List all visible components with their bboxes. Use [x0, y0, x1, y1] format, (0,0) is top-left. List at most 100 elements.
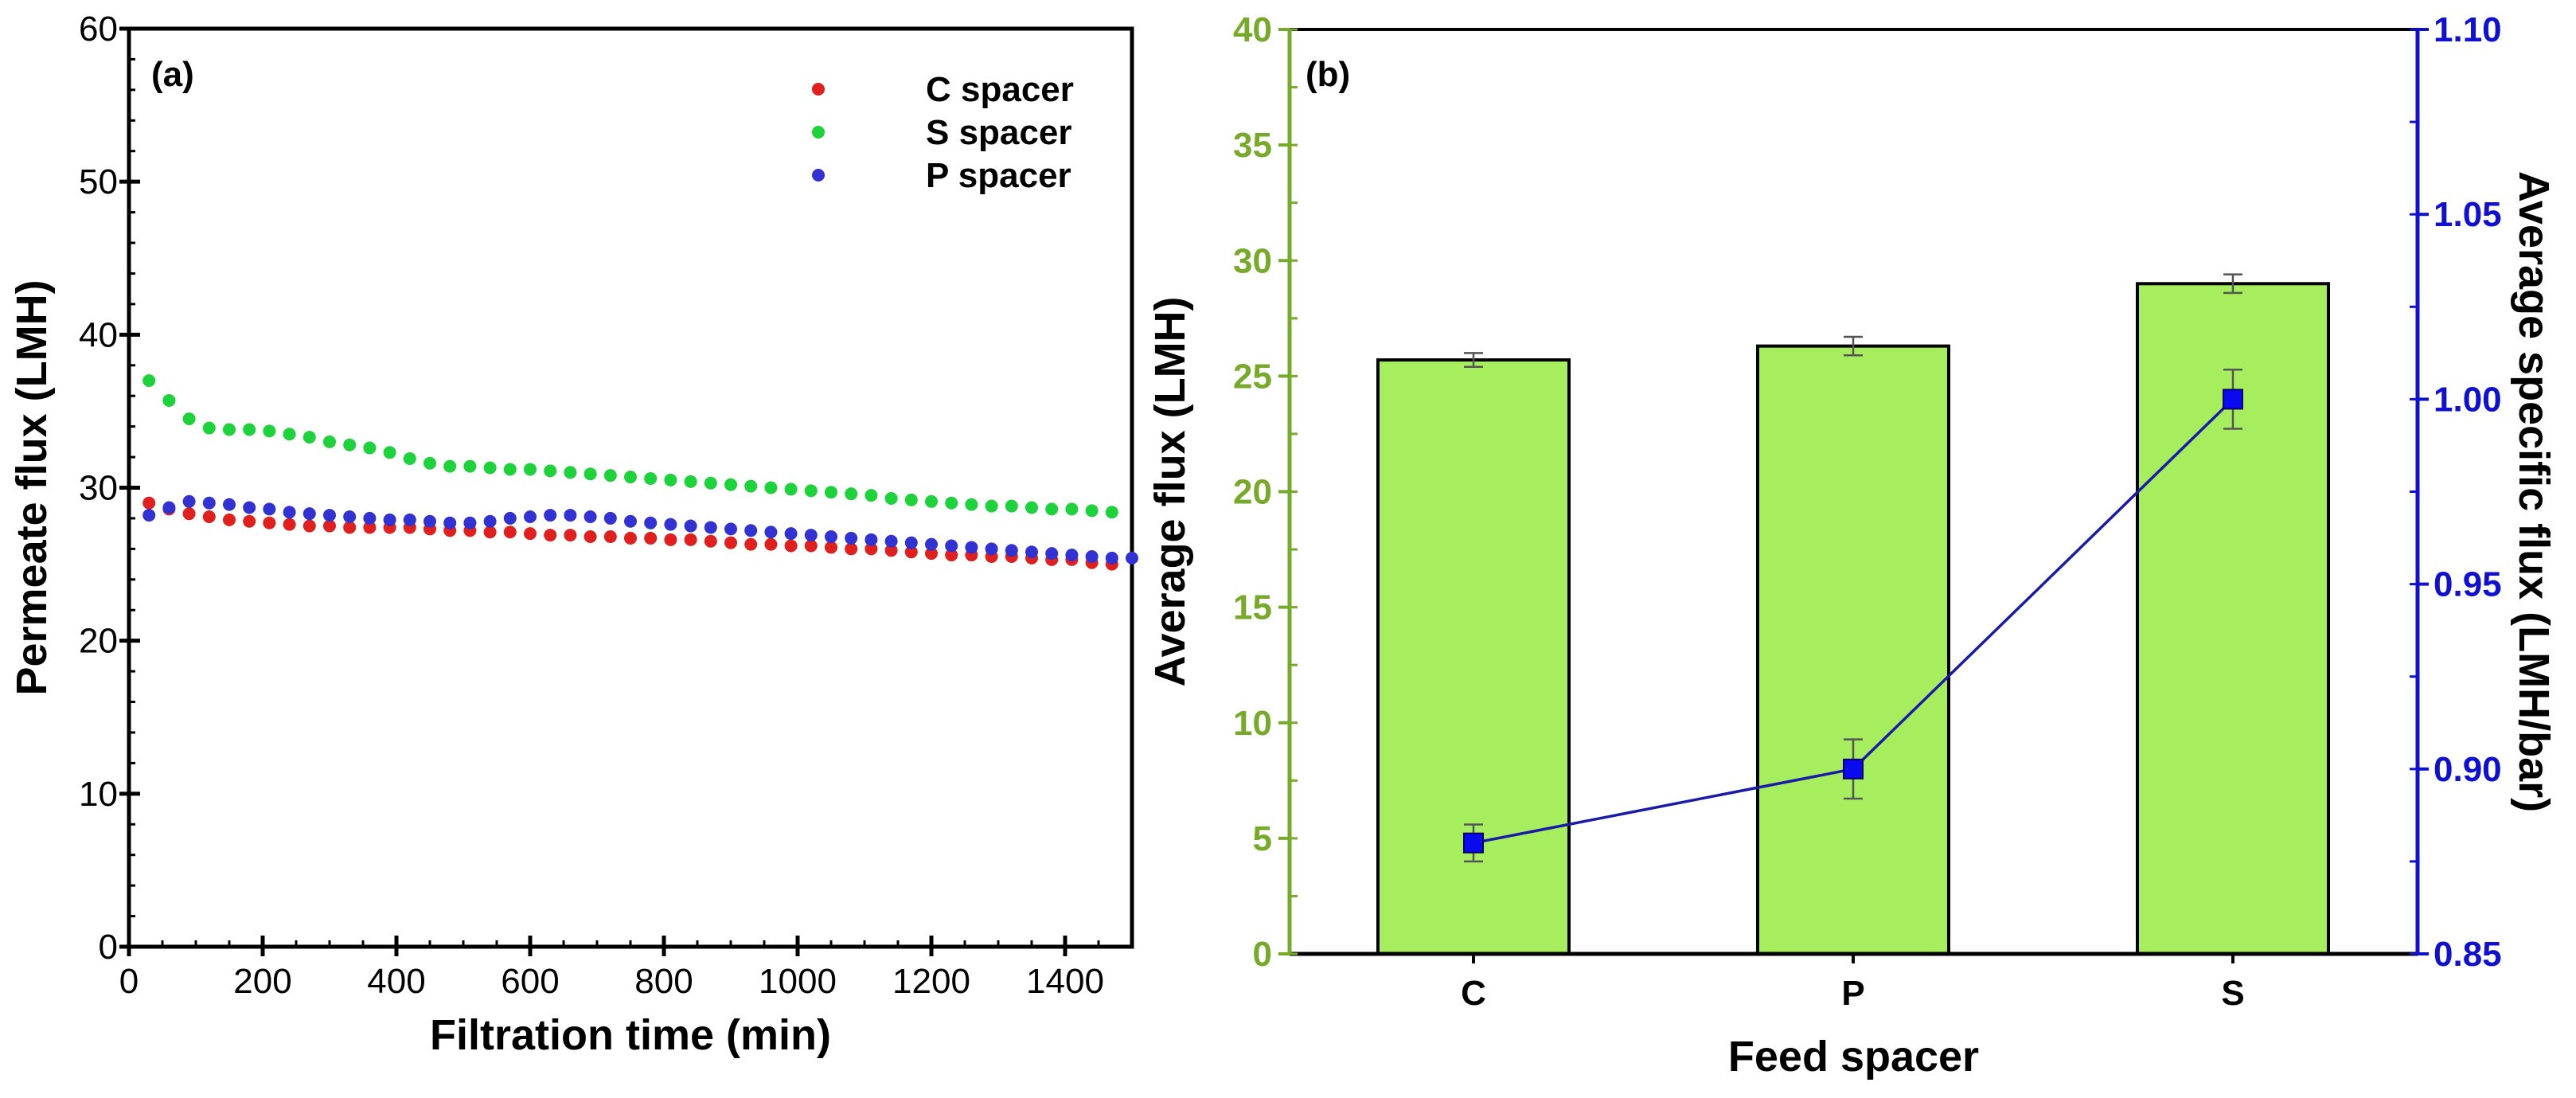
data-point: [243, 423, 256, 436]
x-axis-title: Feed spacer: [1728, 1033, 1979, 1080]
right-y-tick-label: 1.00: [2434, 380, 2502, 419]
right-y-axis-title: Average specific flux (LMH/bar): [2510, 171, 2558, 812]
data-point: [383, 513, 396, 526]
data-point: [724, 536, 737, 549]
data-point: [825, 529, 837, 543]
data-point: [945, 539, 958, 553]
data-point: [904, 536, 918, 549]
data-point: [182, 494, 196, 508]
data-point: [162, 393, 176, 407]
data-point: [985, 542, 998, 556]
data-point: [784, 483, 798, 496]
data-point: [884, 491, 898, 505]
data-point: [564, 529, 577, 542]
data-point: [503, 526, 517, 539]
right-y-tick-label: 1.05: [2434, 195, 2502, 234]
data-point: [784, 539, 798, 553]
data-point: [564, 466, 577, 479]
data-point: [704, 521, 717, 534]
data-point: [825, 541, 837, 554]
data-point: [865, 533, 878, 546]
y-tick-label: 60: [79, 10, 118, 49]
data-point: [1045, 502, 1059, 516]
data-point: [664, 533, 677, 546]
data-point: [1005, 544, 1018, 557]
legend-label: S spacer: [926, 113, 1071, 152]
data-point: [243, 514, 256, 528]
right-y-tick-label: 0.85: [2434, 935, 2502, 974]
data-point: [463, 459, 477, 473]
left-y-tick-label: 35: [1233, 126, 1272, 165]
legend-marker: [812, 126, 825, 139]
specific-flux-marker: [1843, 758, 1864, 780]
data-point: [283, 518, 296, 531]
data-point: [1065, 549, 1079, 562]
data-point: [764, 537, 778, 551]
data-point: [162, 501, 176, 514]
y-tick-label: 40: [79, 315, 118, 354]
right-y-tick-label: 0.90: [2434, 750, 2502, 789]
data-point: [744, 479, 758, 493]
data-point: [182, 507, 196, 521]
data-point: [865, 489, 878, 502]
data-point: [323, 519, 336, 533]
data-point: [182, 412, 196, 426]
data-point: [764, 526, 778, 539]
data-point: [764, 481, 778, 494]
data-point: [804, 529, 818, 542]
data-point: [624, 471, 637, 484]
data-point: [463, 516, 477, 529]
data-point: [784, 527, 798, 541]
data-point: [845, 542, 858, 556]
series-s-spacer: [142, 373, 1118, 519]
data-point: [283, 428, 296, 441]
x-tick-label: 1200: [892, 962, 970, 1001]
data-point: [684, 519, 697, 533]
data-point: [644, 531, 658, 545]
data-point: [884, 544, 898, 557]
data-point: [965, 498, 978, 511]
y-tick-label: 20: [79, 622, 118, 661]
specific-flux-marker: [2223, 389, 2243, 410]
data-point: [363, 441, 377, 455]
data-point: [223, 498, 236, 511]
data-point: [1025, 501, 1038, 514]
data-point: [343, 438, 357, 451]
data-point: [684, 475, 697, 488]
data-point: [263, 502, 276, 516]
y-tick-label: 30: [79, 469, 118, 508]
data-point: [343, 510, 357, 524]
data-point: [904, 545, 918, 559]
data-point: [704, 534, 717, 548]
data-point: [343, 521, 357, 534]
data-point: [503, 511, 517, 525]
data-point: [524, 510, 537, 524]
right-y-tick-label: 0.95: [2434, 565, 2502, 604]
legend-marker: [812, 169, 825, 182]
data-point: [564, 509, 577, 522]
data-point: [323, 435, 336, 448]
data-point: [825, 486, 837, 499]
legend-label: C spacer: [926, 70, 1074, 109]
bar-error-bar: [2223, 273, 2242, 295]
x-tick-label: 600: [501, 962, 559, 1001]
data-point: [1005, 499, 1018, 513]
data-point: [363, 511, 377, 525]
data-point: [925, 494, 938, 508]
data-point: [1065, 502, 1079, 516]
data-point: [403, 451, 416, 465]
left-y-tick-label: 25: [1233, 357, 1272, 396]
data-point: [584, 510, 597, 524]
x-tick-label: 1000: [759, 962, 837, 1001]
left-y-tick-label: 0: [1253, 935, 1272, 974]
data-point: [664, 518, 677, 531]
panel-label: (a): [151, 55, 194, 94]
data-point: [142, 373, 156, 387]
data-point: [243, 501, 256, 514]
data-point: [423, 514, 436, 528]
data-point: [363, 521, 377, 534]
data-point: [684, 533, 697, 546]
x-tick-label: 1400: [1026, 962, 1104, 1001]
data-point: [223, 423, 236, 436]
